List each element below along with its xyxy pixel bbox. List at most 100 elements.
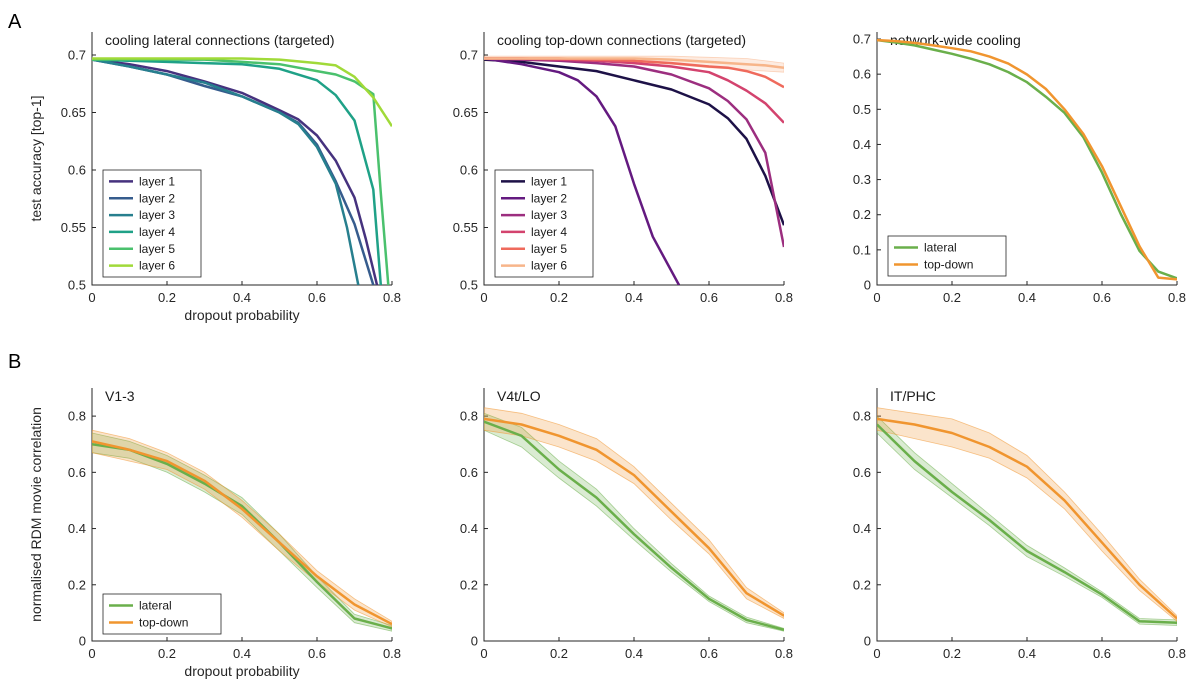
legend-entry: layer 2 [139, 191, 175, 205]
x-tick-label: 0.8 [1168, 290, 1186, 305]
y-tick-label: 0.5 [68, 278, 86, 293]
legend-entry: layer 4 [139, 225, 175, 239]
x-tick-label: 0 [480, 646, 487, 661]
y-tick-label: 0.2 [68, 577, 86, 592]
series-line-lateral [877, 423, 1177, 624]
y-tick-label: 0.4 [853, 137, 871, 152]
y-tick-label: 0.6 [460, 465, 478, 480]
chart-panel-4: 0 0.2 0.4 0.6 0.8 0 0.2 0.4 0.6 0.8 V1-3 dropout pr… [28, 388, 401, 679]
legend-entry: layer 6 [531, 259, 567, 273]
x-tick-label: 0.8 [775, 646, 793, 661]
legend-entry: layer 4 [531, 225, 567, 239]
y-tick-label: 0.6 [853, 465, 871, 480]
error-band [877, 407, 1177, 622]
y-tick-label: 0.2 [460, 577, 478, 592]
x-tick-label: 0.6 [700, 290, 718, 305]
chart-panel-1: 0 0.2 0.4 0.6 0.8 0.5 0.55 0.6 0.65 0.7 cooling la… [28, 32, 401, 323]
series-line-layer-2 [484, 57, 681, 285]
y-tick-label: 0.65 [453, 105, 478, 120]
x-tick-label: 0.2 [158, 290, 176, 305]
chart-panel-2: 0 0.2 0.4 0.6 0.8 0.5 0.55 0.6 0.65 0.7 cooling to… [453, 32, 793, 305]
x-axis-label: dropout probability [184, 307, 299, 323]
chart-panel-5: 0 0.2 0.4 0.6 0.8 0 0.2 0.4 0.6 0.8 V4t/LO [460, 388, 793, 661]
legend-entry: layer 5 [531, 242, 567, 256]
y-axis-label: normalised RDM movie correlation [28, 407, 44, 622]
y-tick-label: 0.1 [853, 242, 871, 257]
y-tick-label: 0.6 [68, 163, 86, 178]
y-axis-label: test accuracy [top-1] [28, 95, 44, 221]
series-line-layer-4 [92, 58, 383, 285]
legend-entry: layer 3 [139, 208, 175, 222]
y-tick-label: 0.7 [853, 32, 871, 47]
plot-area [484, 407, 784, 632]
series-line-top-down [484, 417, 784, 617]
legend-entry: top-down [924, 258, 973, 272]
legend-entry: layer 3 [531, 208, 567, 222]
plot-area [877, 38, 1177, 281]
series-line-layer-1 [92, 58, 379, 285]
x-tick-label: 0.4 [233, 646, 251, 661]
legend-entry: layer 5 [139, 242, 175, 256]
y-tick-label: 0.4 [68, 521, 86, 536]
legend-entry: layer 1 [139, 174, 175, 188]
x-tick-label: 0.4 [1018, 646, 1036, 661]
legend: layer 1 layer 2 layer 3 layer 4 layer 5 layer… [494, 169, 594, 278]
y-tick-label: 0.2 [853, 207, 871, 222]
y-tick-label: 0.3 [853, 172, 871, 187]
x-tick-label: 0.4 [625, 646, 643, 661]
y-tick-label: 0.5 [853, 102, 871, 117]
legend-entry: lateral [924, 241, 957, 255]
y-tick-label: 0.8 [68, 409, 86, 424]
x-tick-label: 0.2 [550, 290, 568, 305]
y-tick-label: 0 [864, 634, 871, 649]
chart-title: cooling lateral connections (targeted) [105, 32, 335, 48]
chart-title: IT/PHC [890, 388, 936, 404]
y-tick-label: 0.7 [460, 48, 478, 63]
x-tick-label: 0 [873, 646, 880, 661]
y-tick-label: 0.4 [460, 521, 478, 536]
chart-title: V4t/LO [497, 388, 541, 404]
x-tick-label: 0.4 [1018, 290, 1036, 305]
x-axis-label: dropout probability [184, 663, 299, 679]
y-tick-label: 0.6 [68, 465, 86, 480]
legend-entry: lateral [139, 599, 172, 613]
legend: layer 1 layer 2 layer 3 layer 4 layer 5 layer… [102, 169, 202, 278]
y-tick-label: 0.5 [460, 278, 478, 293]
chart-title: cooling top-down connections (targeted) [497, 32, 746, 48]
x-tick-label: 0.6 [700, 646, 718, 661]
series-line-lateral [877, 38, 1177, 280]
series-line-layer-6 [92, 57, 392, 127]
x-tick-label: 0 [88, 290, 95, 305]
x-tick-label: 0.8 [383, 646, 401, 661]
x-tick-label: 0.2 [550, 646, 568, 661]
plot-area [877, 407, 1177, 626]
panel-label-a: A [8, 11, 22, 33]
series-line-layer-6 [484, 57, 784, 69]
x-tick-label: 0 [873, 290, 880, 305]
x-tick-label: 0.2 [943, 646, 961, 661]
y-tick-label: 0.8 [460, 409, 478, 424]
y-tick-label: 0.6 [853, 67, 871, 82]
x-tick-label: 0.6 [1093, 646, 1111, 661]
x-tick-label: 0.6 [308, 290, 326, 305]
x-tick-label: 0.8 [1168, 646, 1186, 661]
legend-entry: layer 6 [139, 259, 175, 273]
chart-title: V1-3 [105, 388, 135, 404]
panel-label-b: B [8, 351, 21, 373]
y-tick-label: 0.4 [853, 521, 871, 536]
series-line-top-down [877, 38, 1177, 281]
x-tick-label: 0.2 [158, 646, 176, 661]
error-band [877, 415, 1177, 626]
legend-entry: top-down [139, 616, 188, 630]
x-tick-label: 0 [88, 646, 95, 661]
legend-entry: layer 2 [531, 191, 567, 205]
y-tick-label: 0 [471, 634, 478, 649]
x-tick-label: 0.4 [233, 290, 251, 305]
y-tick-label: 0.55 [453, 220, 478, 235]
series-line-top-down [92, 440, 392, 626]
legend-box [887, 235, 1007, 277]
y-tick-label: 0.6 [460, 163, 478, 178]
chart-panel-3: 0 0.2 0.4 0.6 0.800.10.20.30.40.50.60.7 netwo… [853, 32, 1186, 305]
